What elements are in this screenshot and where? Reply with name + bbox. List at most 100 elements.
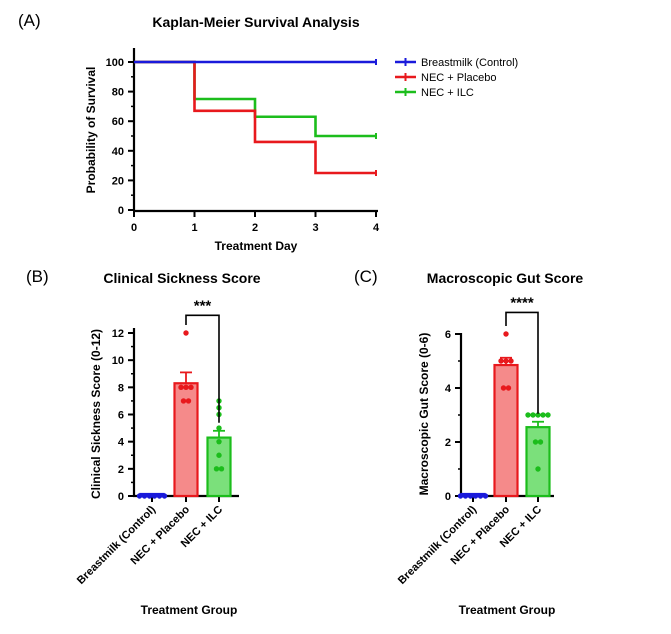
legend-label-control: Breastmilk (Control) [421,57,518,69]
panel-a-letter: (A) [18,11,41,30]
panel-b-data-point [141,493,148,499]
panel-b-y-axis-title: Clinical Sickness Score (0-12) [89,329,103,499]
panel-c-data-point [462,493,469,499]
panel-b-data-point [136,493,143,499]
panel-b-data-point [183,384,189,391]
panel-c-bars: **** [457,294,551,499]
panel-c-title: Macroscopic Gut Score [427,270,584,286]
panel-c-data-point [472,493,479,499]
panel-b-y-tick-label: 12 [112,328,124,340]
panel-a-y-axis-title: Probability of Survival [84,67,98,194]
panel-a-title: Kaplan-Meier Survival Analysis [152,14,359,30]
panel-c: (C) Macroscopic Gut Score 0 2 4 6 Breastmil… [354,267,583,617]
panel-c-y-tick-label: 2 [445,437,451,449]
panel-b-data-point [161,493,168,499]
panel-c-y-axis-title: Macroscopic Gut Score (0-6) [417,333,431,496]
panel-b-y-tick-label: 2 [118,464,124,476]
panel-a-y-tick-label: 0 [118,205,124,217]
panel-c-y-tick-label: 4 [445,383,452,395]
panel-c-significance-bracket [505,311,539,414]
panel-b-data-point [151,493,158,499]
panel-b-title: Clinical Sickness Score [103,270,260,286]
panel-c-data-point [498,358,504,364]
panel-c-data-point [477,493,484,499]
panel-c-bar-placebo [493,363,519,498]
panel-a-y-tick-label: 80 [112,87,124,99]
panel-a-legend: Breastmilk (Control) NEC + Placebo NEC +… [395,57,518,99]
panel-c-bar-ilc [525,426,551,498]
panel-b-bars: *** [136,297,232,499]
panel-b-bar-ilc [206,436,232,498]
km-line-placebo [134,60,376,175]
panel-b-data-point [216,438,222,445]
panel-a-x-axis: 0 1 2 3 4 [131,209,380,234]
panel-a-x-tick-label: 3 [312,222,318,234]
panel-b-x-axis-title: Treatment Group [141,603,238,617]
panel-c-y-tick-label: 0 [445,491,451,503]
panel-c-data-point [503,358,509,364]
panel-b-data-point [156,493,163,499]
panel-a-x-tick-label: 0 [131,222,137,234]
panel-c-data-point [530,412,536,418]
panel-b: (B) Clinical Sickness Score 0 2 4 6 8 10 12 Br… [26,267,261,617]
panel-c-data-point [508,358,514,364]
panel-b-y-tick-label: 0 [118,491,124,503]
panel-b-y-tick-label: 6 [118,410,124,422]
panel-c-x-axis-title: Treatment Group [459,603,556,617]
panel-b-data-point [216,425,222,431]
panel-c-data-point [482,493,489,499]
panel-b-y-tick-label: 4 [118,437,125,449]
panel-c-y-tick-label: 6 [445,329,451,341]
panel-b-data-point [180,398,187,404]
panel-b-y-tick-label: 8 [118,382,124,394]
legend-item-ilc: NEC + ILC [395,87,474,99]
legend-item-placebo: NEC + Placebo [395,72,497,84]
panel-c-data-point [535,466,541,472]
panel-c-data-point [532,439,539,445]
panel-b-data-point [188,384,194,391]
panel-b-y-ticks: 0 2 4 6 8 10 12 [112,328,134,503]
panel-a-y-ticks: 0 20 40 60 80 100 [106,57,134,217]
panel-c-y-ticks: 0 2 4 6 [445,329,461,503]
panel-b-significance-bracket [185,314,220,423]
panel-c-data-point [505,385,512,391]
panel-b-data-point [218,466,225,472]
panel-a-x-ticks: 0 1 2 3 4 [131,211,380,234]
panel-b-data-point [216,452,222,458]
panel-c-data-point [503,331,509,337]
panel-a-x-tick-label: 1 [191,222,197,234]
panel-a-y-axis: 0 20 40 60 80 100 [106,48,136,217]
panel-a-y-tick-label: 40 [112,146,124,158]
panel-a-x-tick-label: 2 [252,222,258,234]
panel-c-data-point [500,385,507,391]
panel-a-y-tick-label: 100 [106,57,124,69]
panel-c-significance-label: **** [510,294,534,311]
panel-a-y-tick-label: 20 [112,175,124,187]
panel-c-data-point [540,412,546,418]
panel-c-data-point [537,439,544,445]
panel-a-x-axis-title: Treatment Day [215,239,298,253]
legend-item-control: Breastmilk (Control) [395,57,518,69]
panel-c-data-point [535,412,541,418]
panel-a-y-tick-label: 60 [112,116,124,128]
panel-b-letter: (B) [26,267,49,286]
panel-c-data-point [525,412,531,418]
panel-a: (A) Kaplan-Meier Survival Analysis 02040… [18,11,518,253]
panel-b-data-point [146,493,153,499]
panel-b-data-point [185,398,192,404]
panel-a-x-tick-label: 4 [373,222,380,234]
panel-c-data-point [545,412,551,418]
panel-c-data-point [457,493,464,499]
panel-b-significance-label: *** [194,297,212,314]
panel-c-data-point [467,493,474,499]
panel-b-y-tick-label: 10 [112,355,124,367]
panel-b-data-point [178,384,184,391]
panel-b-data-point [183,330,189,336]
legend-label-ilc: NEC + ILC [421,87,474,99]
panel-c-letter: (C) [354,267,378,286]
legend-label-placebo: NEC + Placebo [421,72,497,84]
panel-b-data-point [213,466,220,472]
